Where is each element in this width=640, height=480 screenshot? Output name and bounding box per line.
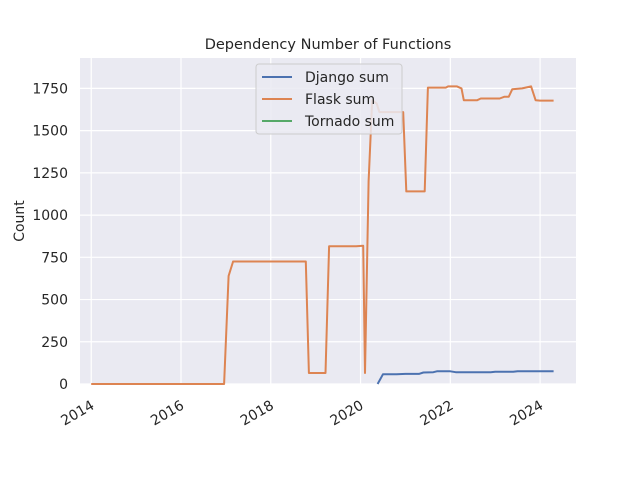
y-tick-label: 1000 [32,208,68,224]
legend-label-tornado: Tornado sum [304,114,394,130]
legend-box [255,63,403,135]
y-tick-label: 1750 [32,81,68,97]
y-tick-label: 1250 [32,166,68,182]
y-tick-label: 250 [41,335,68,351]
legend: Django sum Flask sum Tornado sum [255,63,403,135]
legend-label-django: Django sum [305,70,389,86]
y-tick-label: 750 [41,250,68,266]
series-lines [91,85,554,385]
y-axis-title: Count [12,200,28,242]
y-tick-label: 500 [41,293,68,309]
series-line-flask-sum [91,85,554,385]
legend-label-flask: Flask sum [305,92,375,108]
y-tick-label: 1500 [32,124,68,140]
chart-title: Dependency Number of Functions [205,37,452,53]
y-tick-label: 0 [59,377,68,393]
series-line-django-sum [376,370,554,385]
